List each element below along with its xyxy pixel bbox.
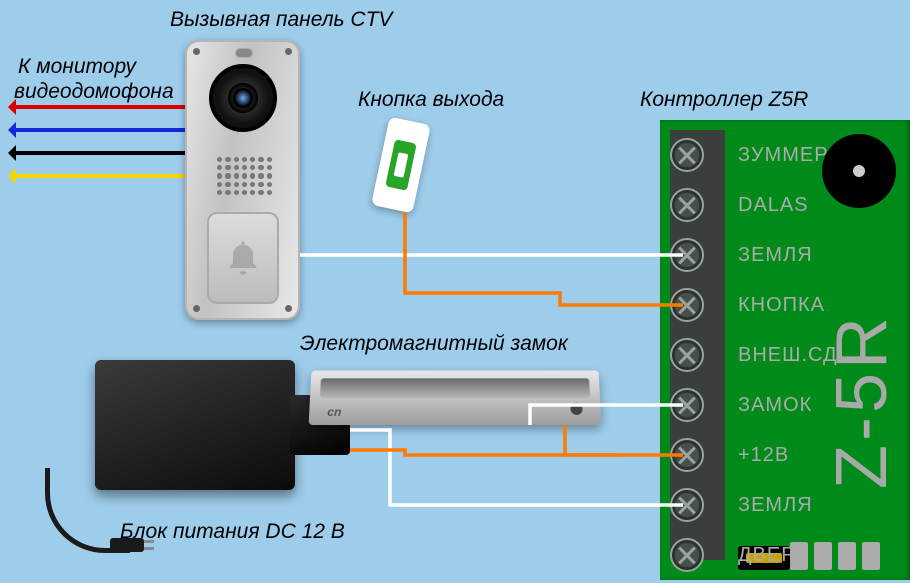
wiring: [0, 0, 910, 583]
